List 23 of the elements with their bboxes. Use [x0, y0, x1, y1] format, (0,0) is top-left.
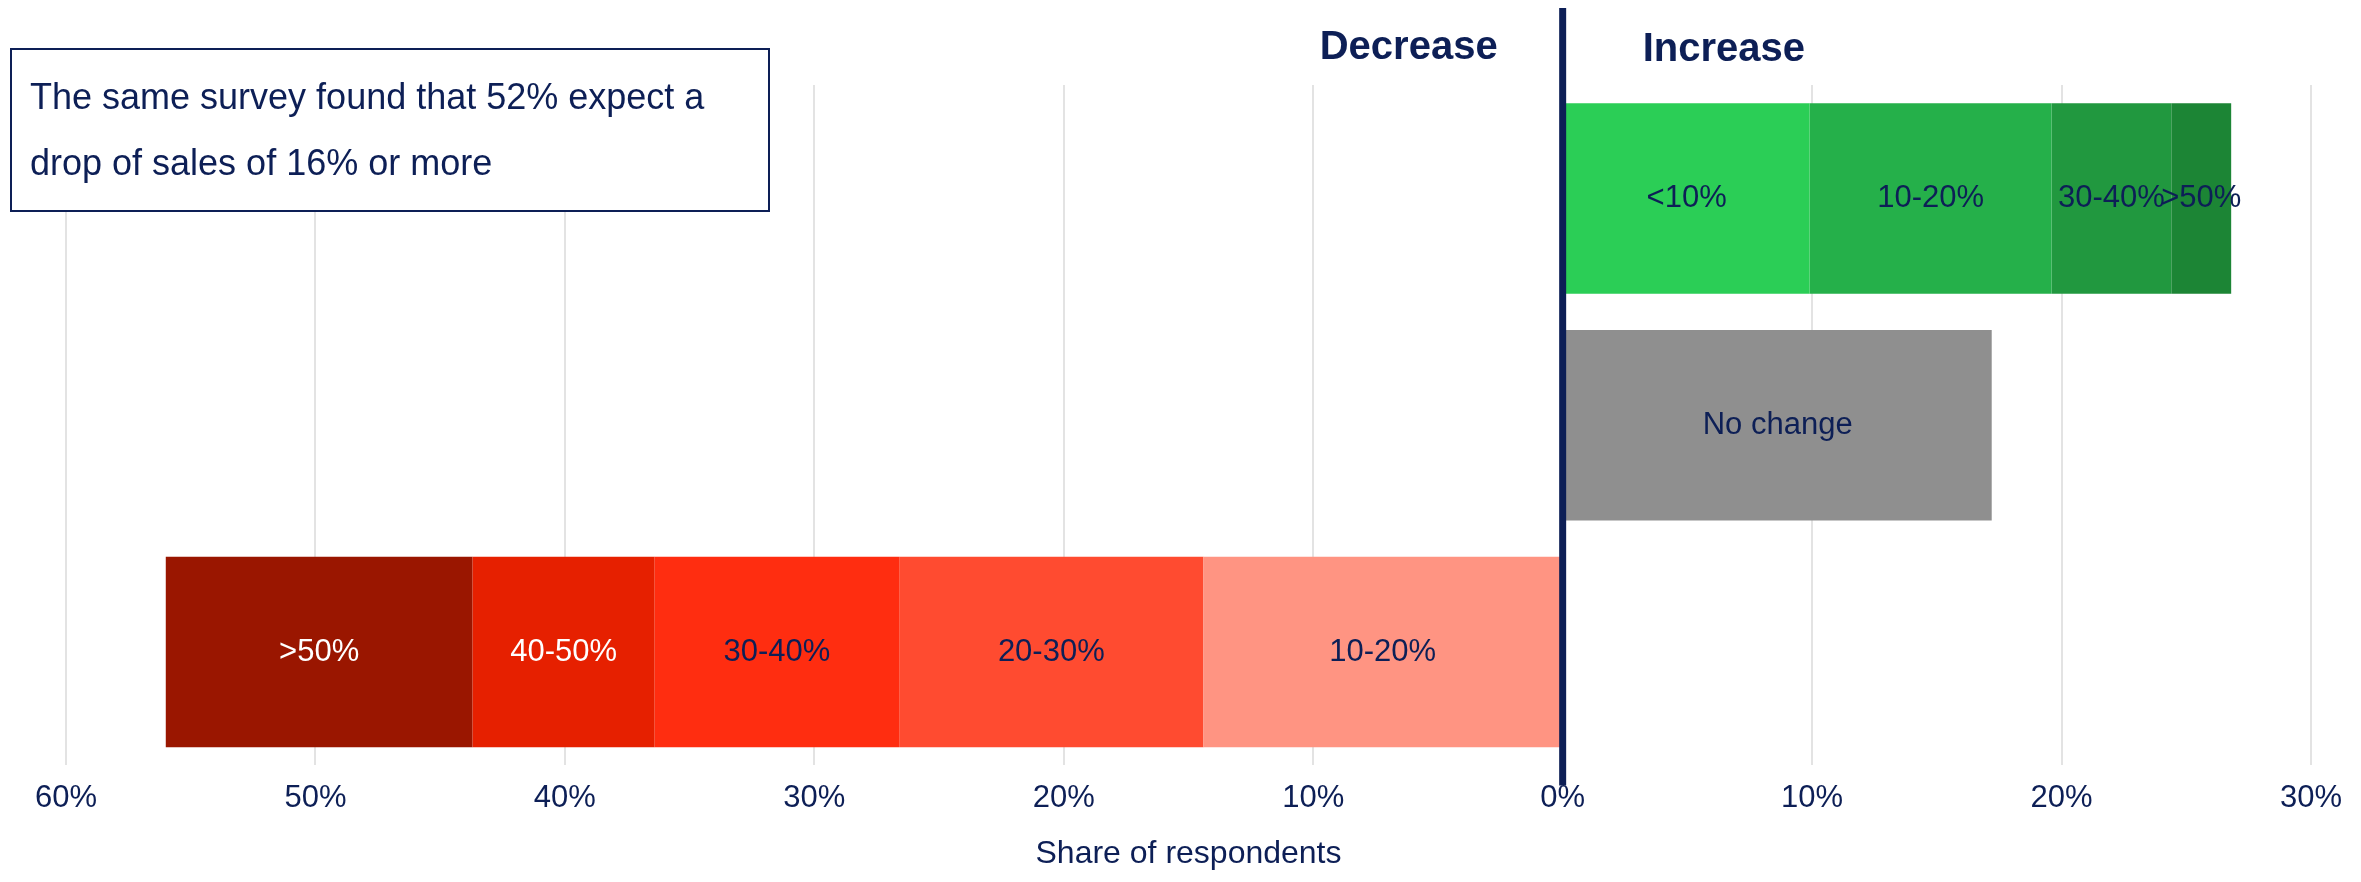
x-tick-label: 20%	[1032, 778, 1095, 814]
text: Increase	[1642, 25, 1806, 70]
x-tick-label: 10%	[1781, 778, 1844, 814]
series-label: 10-20%	[1877, 178, 1985, 214]
x-tick-label: 0%	[1540, 778, 1586, 814]
x-tick-label: 30%	[2279, 778, 2343, 814]
series-label: No change	[1702, 405, 1853, 441]
x-tick-label: 60%	[34, 778, 98, 814]
series-label: 30-40%	[723, 632, 831, 668]
x-tick-label: 30%	[783, 778, 846, 814]
series-label: 20-30%	[997, 632, 1105, 668]
series-label: 10-20%	[1329, 632, 1436, 668]
x-tick-label: 20%	[2030, 778, 2093, 814]
series-label: >50%	[279, 632, 360, 668]
x-tick-label: 10%	[1282, 778, 1345, 814]
x-axis-title: Share of respondents	[1035, 833, 1342, 870]
x-tick-label: 50%	[284, 778, 347, 814]
series-label: 40-50%	[510, 632, 618, 668]
text: Decrease	[1319, 23, 1498, 68]
x-tick-label: 40%	[533, 778, 596, 814]
series-label: 30-40%	[2058, 178, 2165, 214]
annotation: The same survey found that 52% expect a drop of sales of 16% or more	[10, 48, 770, 212]
series-label: <10%	[1646, 178, 1727, 214]
